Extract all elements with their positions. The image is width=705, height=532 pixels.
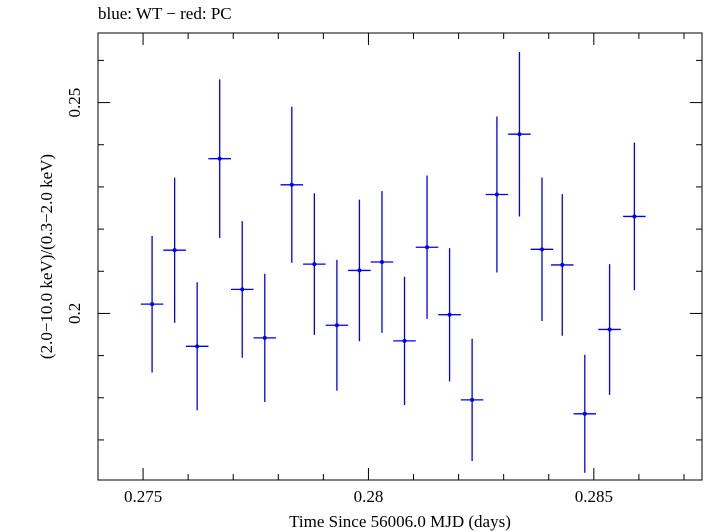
point-marker: [172, 248, 177, 253]
data-point: [393, 276, 416, 405]
point-marker: [357, 268, 362, 273]
point-marker: [334, 323, 339, 328]
data-point: [325, 259, 349, 391]
data-point: [280, 106, 304, 263]
data-point: [303, 193, 326, 335]
y-tick-label: 0.2: [65, 303, 84, 324]
data-point: [348, 199, 371, 342]
data-points: [140, 51, 646, 473]
point-marker: [262, 335, 267, 340]
data-point: [253, 273, 277, 402]
data-point: [573, 354, 597, 473]
point-marker: [289, 182, 294, 187]
data-point: [415, 175, 439, 319]
x-tick-label: 0.275: [124, 487, 162, 506]
plot-frame: [97, 32, 703, 481]
point-marker: [632, 214, 637, 219]
data-point: [530, 177, 554, 322]
point-marker: [494, 192, 499, 197]
point-marker: [447, 312, 452, 317]
data-point: [460, 338, 484, 462]
point-marker: [195, 344, 200, 349]
y-axis-label: (2.0−10.0 keV)/(0.3−2.0 keV): [37, 154, 56, 359]
data-point: [230, 221, 254, 358]
point-marker: [379, 259, 384, 264]
chart-title: blue: WT − red: PC: [98, 4, 232, 23]
data-point: [623, 142, 646, 291]
x-tick-label: 0.285: [575, 487, 613, 506]
data-point: [208, 79, 231, 238]
point-marker: [560, 262, 565, 267]
point-marker: [470, 397, 475, 402]
y-tick-label: 0.25: [65, 88, 84, 118]
point-marker: [402, 338, 407, 343]
data-point: [598, 264, 621, 395]
data-point: [485, 116, 509, 273]
point-marker: [517, 132, 522, 137]
axis-tick-labels: 0.275 0.28 0.285 0.2 0.25: [65, 88, 613, 506]
x-tick-label: 0.28: [354, 487, 384, 506]
data-point: [551, 194, 574, 336]
point-marker: [582, 411, 587, 416]
point-marker: [539, 247, 544, 252]
point-marker: [150, 302, 155, 307]
point-marker: [312, 262, 317, 267]
point-marker: [240, 287, 245, 292]
point-marker: [607, 327, 612, 332]
data-point: [508, 51, 531, 217]
data-point: [140, 235, 164, 373]
axis-ticks: [97, 33, 702, 480]
data-point: [438, 248, 461, 382]
point-marker: [217, 156, 222, 161]
data-point: [370, 191, 394, 333]
data-point: [185, 282, 209, 411]
point-marker: [425, 245, 430, 250]
data-point: [163, 177, 186, 323]
x-axis-label: Time Since 56006.0 MJD (days): [289, 512, 511, 531]
